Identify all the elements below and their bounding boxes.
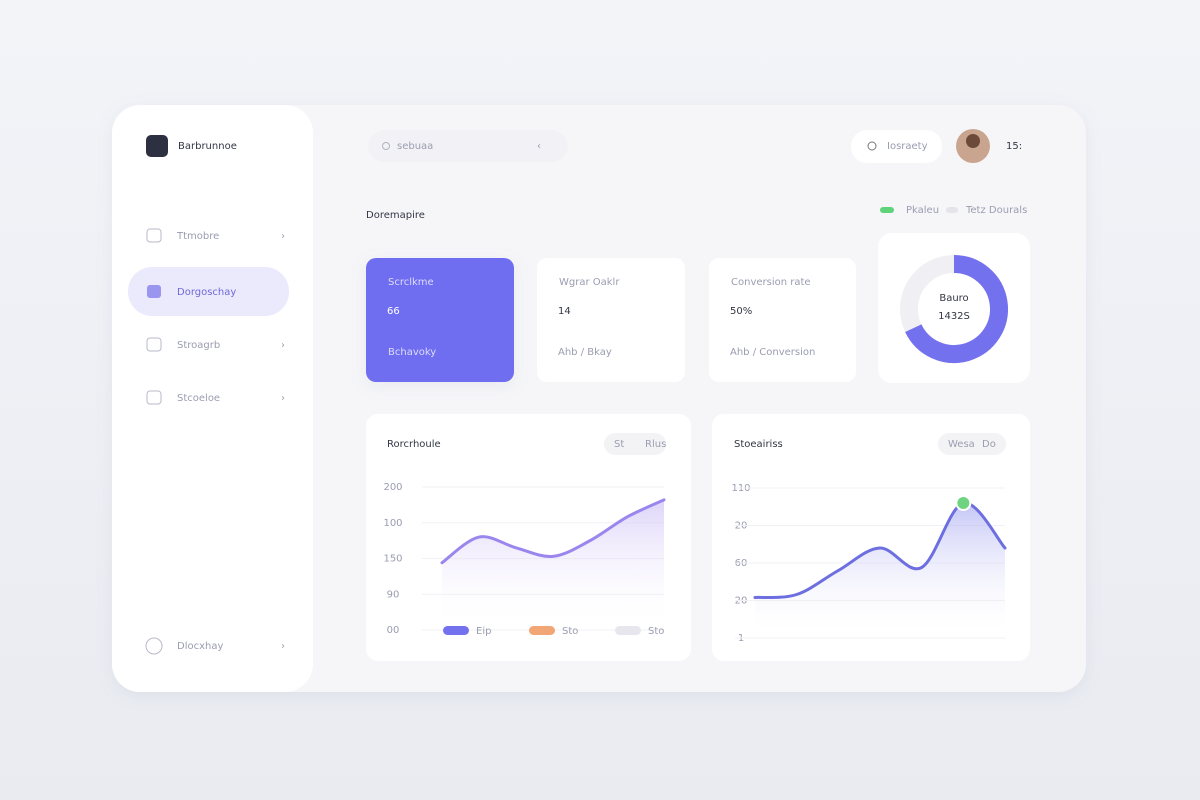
nav-item[interactable]: Stroagrb ›: [146, 337, 285, 352]
chart-title: Rorcrhoule: [387, 439, 441, 450]
sidebar: [112, 105, 313, 692]
stat-note: Ahb / Bkay: [558, 347, 612, 358]
nav-label: Ttmobre: [176, 231, 219, 242]
donut-label: Bauro: [939, 293, 968, 304]
line: [440, 498, 666, 565]
avatar[interactable]: [956, 129, 990, 163]
pill-text: Iosraety: [887, 141, 928, 152]
legend-swatch: [529, 626, 555, 635]
nav-item[interactable]: Ttmobre ›: [146, 228, 285, 243]
legend-swatch: [880, 207, 894, 213]
nav-icon: [146, 337, 162, 352]
peak-dot: [955, 495, 972, 511]
nav-icon: [146, 390, 162, 405]
stat-note: Bchavoky: [388, 347, 436, 358]
stat-card: [709, 258, 856, 382]
y-tick-label: 90: [387, 589, 400, 600]
y-tick-label: 200: [383, 482, 402, 493]
legend-swatch: [443, 626, 469, 635]
chart-tabs: [604, 433, 666, 455]
top-pill[interactable]: Iosraety: [851, 130, 942, 163]
y-tick-label: 150: [383, 554, 402, 565]
brand: Barbrunnoe: [178, 141, 237, 152]
chart-title: Stoeairiss: [734, 439, 783, 450]
legend-label: Eip: [476, 626, 491, 637]
page-title: Doremapire: [366, 210, 425, 221]
chevron: ›: [281, 393, 285, 404]
legend-label: Pkaleu: [906, 205, 939, 216]
y-tick-label: 100: [383, 518, 402, 529]
y-tick-label: 00: [387, 625, 400, 636]
chart-tab: Wesa: [948, 439, 975, 450]
pill-icon: [867, 141, 877, 151]
legend-label: Tetz Dourals: [965, 205, 1027, 216]
stat-note: Ahb / Conversion: [730, 347, 815, 358]
chevron: ‹: [537, 141, 541, 152]
search-icon: [382, 142, 390, 150]
chevron: ›: [281, 641, 285, 652]
nav-label: Dorgoschay: [177, 287, 236, 298]
stat-card: [366, 258, 514, 382]
pill-bg: [851, 130, 942, 163]
legend-label: Sto: [648, 626, 664, 637]
stat-value: 50%: [730, 306, 752, 317]
nav-label: Dlocxhay: [177, 641, 223, 652]
nav-label: Stcoeloe: [177, 393, 220, 404]
avatar-hair: [966, 134, 980, 148]
chart-tab: Do: [982, 439, 996, 450]
chevron: ›: [281, 231, 285, 242]
user-text: 15:: [1006, 141, 1022, 152]
line-area: [442, 499, 664, 630]
brand-logo: [146, 135, 168, 157]
chart-tabs: [938, 433, 1006, 455]
stat-card: [537, 258, 685, 382]
legend-swatch: [615, 626, 641, 635]
legend-swatch: [946, 207, 958, 213]
search-text: sebuaa: [397, 141, 433, 152]
nav-active-bg: [128, 267, 289, 316]
chart-tab: St: [614, 439, 624, 450]
stat-label: Wgrar Oaklr: [559, 277, 620, 288]
donut-arc: [905, 255, 1008, 363]
search[interactable]: sebuaa ‹: [368, 130, 568, 162]
stat-value: 66: [387, 306, 400, 317]
nav-item[interactable]: Dorgoschay: [147, 285, 236, 298]
nav-item[interactable]: Stcoeloe ›: [146, 390, 285, 405]
nav-icon: [146, 228, 162, 243]
search-box: [368, 130, 568, 162]
nav-icon: [147, 285, 161, 298]
chart-tab: Rlus: [645, 439, 666, 450]
legend-label: Sto: [562, 626, 578, 637]
nav-footer[interactable]: Dlocxhay ›: [145, 637, 285, 655]
nav-label: Stroagrb: [177, 340, 220, 351]
stat-label: Scrclkme: [388, 277, 434, 288]
donut-center: 1432S: [938, 311, 970, 322]
chevron: ›: [281, 340, 285, 351]
stat-label: Conversion rate: [731, 277, 811, 288]
stat-value: 14: [558, 306, 571, 317]
nav-icon: [145, 637, 163, 655]
